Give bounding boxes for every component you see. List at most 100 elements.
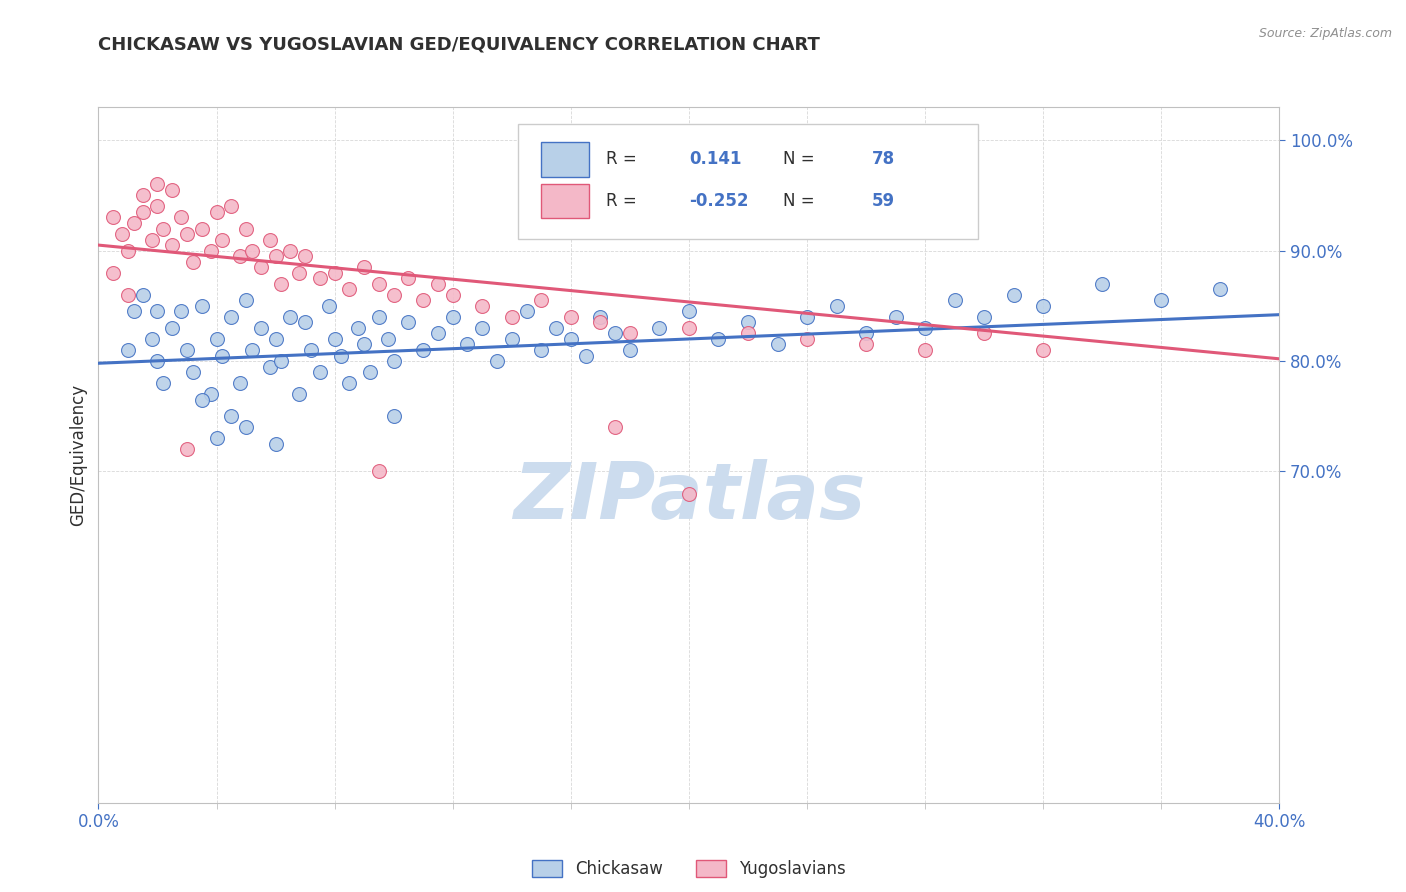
Point (141, 332, 163, 346)
Point (855, 326, 877, 341)
Point (122, 216, 145, 230)
Point (914, 321, 936, 335)
Point (235, 221, 257, 235)
Point (270, 354, 292, 368)
Point (270, 277, 292, 291)
Y-axis label: GED/Equivalency: GED/Equivalency (69, 384, 87, 526)
Point (117, 287, 139, 301)
Point (122, 304, 145, 318)
Point (619, 326, 641, 341)
Point (162, 238, 183, 252)
Point (219, 409, 242, 424)
Point (544, 321, 567, 335)
Point (152, 221, 174, 235)
Text: R =: R = (606, 150, 643, 169)
Text: 78: 78 (872, 150, 896, 169)
FancyBboxPatch shape (517, 124, 979, 239)
Point (278, 244, 302, 258)
Point (914, 343, 936, 357)
Point (377, 332, 399, 346)
Point (1002, 287, 1025, 301)
Text: N =: N = (783, 192, 820, 210)
Point (707, 332, 730, 346)
Point (250, 321, 273, 335)
Point (191, 392, 214, 407)
Point (412, 343, 434, 357)
Point (678, 321, 700, 335)
Point (288, 266, 311, 280)
Point (309, 365, 332, 379)
Point (318, 299, 340, 313)
Point (240, 244, 263, 258)
Point (205, 205, 228, 219)
Point (191, 221, 214, 235)
Point (589, 315, 612, 329)
Point (501, 332, 523, 346)
Point (170, 304, 193, 318)
Point (176, 227, 198, 241)
Point (117, 343, 139, 357)
Point (382, 354, 405, 368)
Point (250, 260, 273, 275)
Point (323, 266, 346, 280)
Point (855, 337, 877, 351)
Point (264, 332, 287, 346)
Point (229, 376, 252, 391)
Point (219, 199, 242, 213)
Point (181, 365, 204, 379)
Point (176, 343, 198, 357)
Point (943, 293, 966, 308)
Point (132, 205, 155, 219)
Text: CHICKASAW VS YUGOSLAVIAN GED/EQUIVALENCY CORRELATION CHART: CHICKASAW VS YUGOSLAVIAN GED/EQUIVALENCY… (98, 36, 820, 54)
Point (211, 233, 233, 247)
Text: 0.141: 0.141 (689, 150, 741, 169)
Point (323, 332, 346, 346)
Point (329, 349, 352, 363)
Point (103, 266, 125, 280)
Point (973, 310, 995, 324)
Point (264, 249, 287, 263)
Point (973, 326, 995, 341)
Text: N =: N = (783, 150, 820, 169)
Point (205, 332, 228, 346)
Point (294, 249, 316, 263)
Text: 59: 59 (872, 192, 896, 210)
Point (200, 244, 222, 258)
Point (1091, 277, 1114, 291)
Point (382, 409, 405, 424)
Point (132, 287, 155, 301)
Point (141, 233, 163, 247)
Point (1209, 282, 1232, 296)
Point (191, 299, 214, 313)
Point (176, 442, 198, 457)
Point (146, 199, 169, 213)
Point (337, 376, 360, 391)
Point (278, 310, 302, 324)
Point (229, 249, 252, 263)
FancyBboxPatch shape (541, 184, 589, 219)
Point (368, 465, 391, 479)
Point (368, 277, 391, 291)
Point (396, 271, 419, 285)
Point (288, 387, 311, 401)
Point (884, 310, 907, 324)
Point (441, 310, 464, 324)
Point (515, 304, 537, 318)
Point (560, 310, 582, 324)
Point (605, 326, 627, 341)
Point (530, 343, 553, 357)
Point (737, 315, 759, 329)
Point (766, 337, 789, 351)
Point (235, 293, 257, 308)
Point (619, 343, 641, 357)
Point (825, 299, 848, 313)
Point (347, 321, 370, 335)
Point (259, 233, 281, 247)
Point (235, 420, 257, 434)
Point (162, 183, 183, 197)
Point (152, 376, 174, 391)
Point (396, 315, 419, 329)
Point (589, 310, 612, 324)
Point (486, 354, 509, 368)
Point (648, 321, 671, 335)
